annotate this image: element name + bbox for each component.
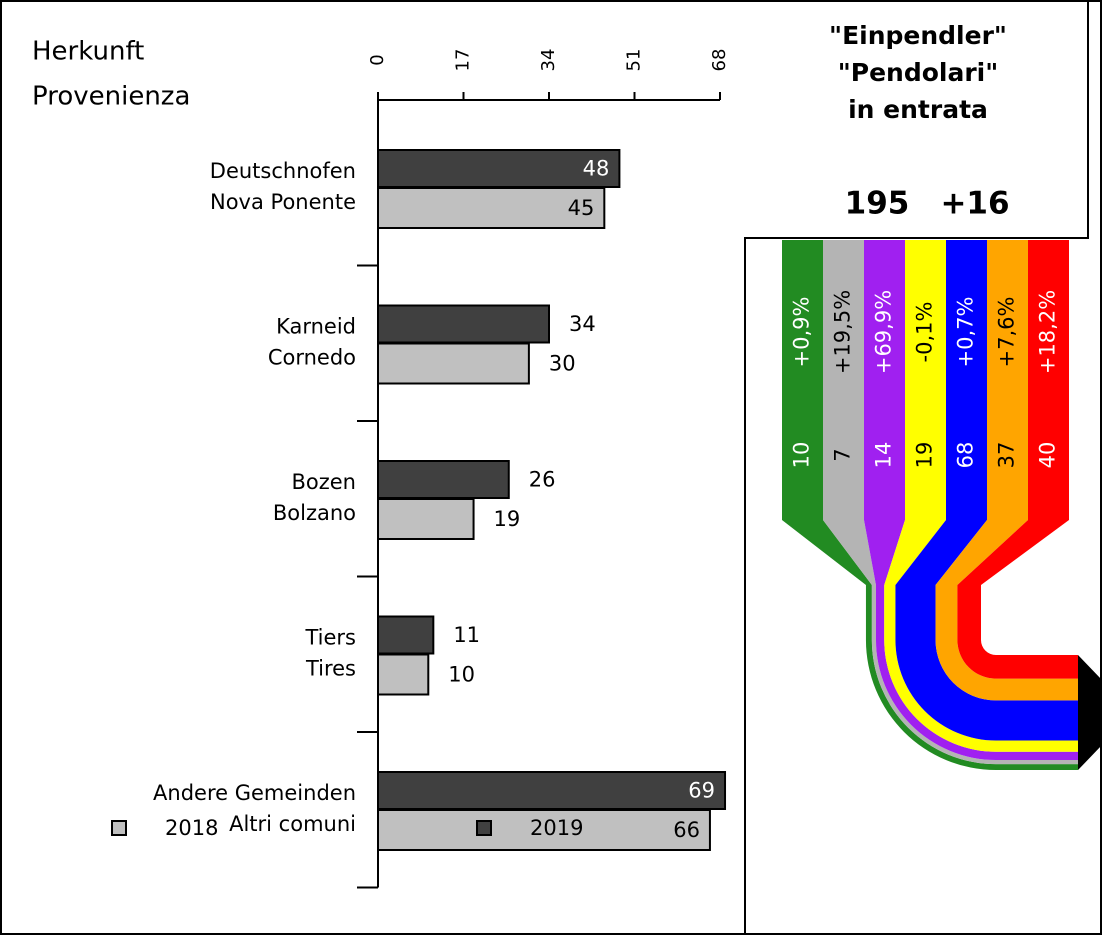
flow-band bbox=[884, 240, 1078, 752]
y-tick-label: Tiers bbox=[304, 626, 356, 650]
flow-band bbox=[935, 240, 1078, 701]
x-tick-label: 0 bbox=[367, 54, 388, 65]
flow-band bbox=[957, 240, 1078, 679]
change-label: +0,9% bbox=[790, 297, 814, 368]
x-tick-label: 51 bbox=[624, 49, 645, 72]
y-tick-label: Bolzano bbox=[273, 501, 356, 525]
total-change: +16 bbox=[940, 186, 1009, 222]
y-tick-label: Nova Ponente bbox=[210, 190, 356, 214]
y-tick-label: Bozen bbox=[291, 470, 356, 494]
legend-swatch bbox=[111, 820, 127, 836]
change-label: +0,7% bbox=[954, 297, 978, 368]
bar bbox=[377, 460, 510, 499]
x-tick-label: 68 bbox=[709, 49, 730, 72]
bar bbox=[377, 304, 550, 344]
legend-swatch bbox=[476, 820, 492, 836]
value-label: 48 bbox=[583, 157, 610, 181]
bar bbox=[377, 342, 530, 385]
flow-band bbox=[782, 240, 1078, 771]
y-tick-label: Tires bbox=[305, 657, 356, 681]
legend-label: 2019 bbox=[530, 816, 583, 840]
flow-band bbox=[864, 240, 1078, 761]
flow-value: 40 bbox=[1036, 442, 1060, 469]
bar bbox=[377, 498, 475, 540]
bar bbox=[377, 653, 430, 696]
value-label: 30 bbox=[549, 352, 576, 376]
y-tick-label: Altri comuni bbox=[229, 812, 356, 836]
flow-value: 37 bbox=[995, 442, 1019, 469]
flow-value: 19 bbox=[913, 442, 937, 469]
total: 195 bbox=[845, 186, 910, 222]
flow-title: "Pendolari" bbox=[838, 58, 999, 87]
value-label: 26 bbox=[529, 468, 556, 492]
flow-value: 7 bbox=[831, 448, 855, 461]
change-label: -0,1% bbox=[913, 302, 937, 363]
x-tick-label: 34 bbox=[538, 49, 559, 72]
value-label: 34 bbox=[569, 312, 596, 336]
change-label: +7,6% bbox=[995, 297, 1019, 368]
panel-border bbox=[744, 0, 1089, 935]
y-tick-label: Karneid bbox=[276, 315, 356, 339]
value-label: 11 bbox=[453, 623, 480, 647]
y-tick-label: Andere Gemeinden bbox=[153, 781, 356, 805]
flow-title: in entrata bbox=[848, 95, 988, 124]
value-label: 19 bbox=[494, 507, 521, 531]
flow-band bbox=[823, 240, 1078, 765]
y-tick-label: Deutschnofen bbox=[210, 159, 356, 183]
value-label: 10 bbox=[448, 663, 475, 687]
flow-band bbox=[895, 240, 1078, 741]
x-tick-label: 17 bbox=[453, 49, 474, 72]
legend-label: 2018 bbox=[165, 816, 218, 840]
change-label: +18,2% bbox=[1036, 290, 1060, 374]
flow-value: 14 bbox=[872, 442, 896, 469]
bar bbox=[377, 771, 727, 810]
arrow-head bbox=[1078, 655, 1102, 771]
flow-value: 10 bbox=[790, 442, 814, 469]
change-label: +69,9% bbox=[872, 290, 896, 374]
title: Herkunft bbox=[32, 37, 144, 67]
bar bbox=[377, 615, 435, 655]
y-tick-label: Cornedo bbox=[268, 346, 356, 370]
title: Provenienza bbox=[32, 82, 190, 112]
value-label: 45 bbox=[568, 196, 595, 220]
bar bbox=[377, 809, 711, 851]
value-label: 66 bbox=[673, 818, 700, 842]
change-label: +19,5% bbox=[831, 290, 855, 374]
flow-title: "Einpendler" bbox=[829, 21, 1007, 50]
value-label: 69 bbox=[688, 779, 715, 803]
flow-value: 68 bbox=[954, 442, 978, 469]
bar bbox=[377, 187, 606, 229]
